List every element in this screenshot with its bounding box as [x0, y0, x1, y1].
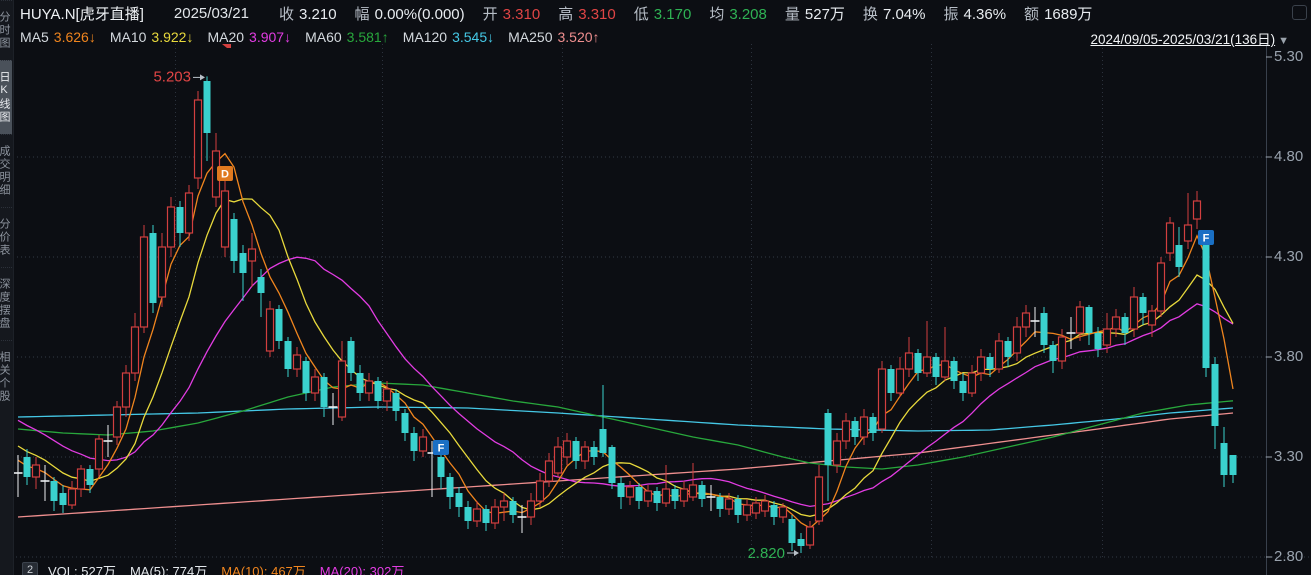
low-price-label: 2.820 — [747, 545, 785, 562]
trade-date: 2025/03/21 — [173, 4, 249, 22]
y-axis-label: 5.30 — [1274, 48, 1304, 65]
ma250-legend: MA250 3.520↑ — [508, 28, 600, 45]
field-change: 幅 0.00%(0.000) — [354, 5, 465, 23]
ma120-legend: MA120 3.545↓ — [402, 28, 495, 45]
field-avg: 均 3.208 — [709, 5, 767, 23]
field-turnover: 换 7.04% — [862, 5, 926, 23]
volume-ma20: MA(20): 302万 — [319, 564, 405, 575]
svg-text:F: F — [1203, 233, 1210, 245]
volume-ma10: MA(10): 467万 — [221, 564, 306, 575]
volume-pane-header: 2 VOL: 527万 MA(5): 774万 MA(10): 467万 MA(… — [22, 561, 418, 575]
chevron-down-icon: ▼ — [1278, 35, 1289, 47]
panel-number-badge[interactable]: 2 — [22, 562, 38, 575]
event-marker-icon — [222, 44, 231, 48]
field-open: 开 3.310 — [482, 5, 541, 23]
high-price-label: 5.203 — [153, 68, 191, 85]
sidebar-item-timeshare[interactable]: 分时图 — [0, 0, 12, 60]
svg-text:F: F — [438, 443, 445, 455]
sidebar-item-price-table[interactable]: 分价表 — [0, 207, 12, 267]
volume-ma5: MA(5): 774万 — [129, 564, 208, 575]
field-close: 收 3.210 — [278, 5, 337, 23]
svg-text:D: D — [221, 169, 229, 181]
stock-symbol: HUYA.N[虎牙直播] — [20, 5, 144, 23]
ma20-legend: MA20 3.907↓ — [207, 28, 292, 45]
y-axis-label: 4.80 — [1274, 148, 1304, 165]
ma10-legend: MA10 3.922↓ — [109, 28, 194, 45]
ma-legend: MA5 3.626↓ MA10 3.922↓ MA20 3.907↓ MA60 3.58… — [20, 27, 614, 46]
y-axis-label: 4.30 — [1274, 248, 1304, 265]
signal-marker-F[interactable]: F — [1198, 230, 1214, 245]
date-range-selector[interactable]: 2024/09/05-2025/03/21(136日) ▼ — [1090, 32, 1289, 47]
ma60-legend: MA60 3.581↑ — [305, 28, 389, 45]
y-axis-label: 3.30 — [1274, 448, 1304, 465]
y-axis-label: 2.80 — [1274, 548, 1304, 565]
field-high: 高 3.310 — [558, 5, 616, 23]
ma5-legend: MA5 3.626↓ — [20, 28, 96, 45]
field-volume: 量 527万 — [784, 5, 845, 23]
signal-marker-F[interactable]: F — [433, 440, 449, 455]
sidebar-item-daily-kline[interactable]: 日K线图 — [0, 60, 12, 134]
signal-marker-D[interactable]: D — [217, 166, 233, 181]
field-low: 低 3.170 — [633, 5, 692, 23]
volume-value: VOL: 527万 — [48, 564, 116, 575]
sidebar-item-depth[interactable]: 深度摆盘 — [0, 267, 12, 340]
sidebar-item-related[interactable]: 相关个股 — [0, 340, 12, 413]
y-axis-label: 3.80 — [1274, 348, 1304, 365]
sidebar-item-trade-detail[interactable]: 成交明细 — [0, 134, 12, 207]
quote-header: HUYA.N[虎牙直播] 2025/03/21 收 3.210 幅 0.00%(0.… — [20, 0, 1110, 26]
field-amount: 额 1689万 — [1024, 5, 1093, 23]
mini-toolbar-button[interactable] — [1292, 5, 1307, 20]
sidebar: 分时图 日K线图 成交明细 分价表 深度摆盘 相关个股 — [0, 0, 14, 575]
field-amplitude: 振 4.36% — [943, 5, 1007, 23]
